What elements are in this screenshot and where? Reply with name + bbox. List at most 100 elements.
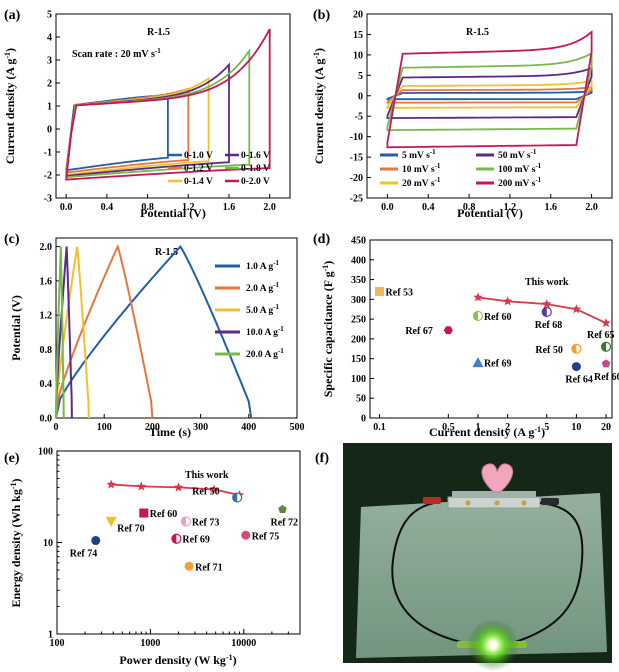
y-tick-label: -20 <box>350 173 363 184</box>
y-tick-label: 4 <box>47 33 52 44</box>
x-tick-label: 0.4 <box>422 202 435 213</box>
y-tick-label: 2.0 <box>40 242 53 253</box>
xlabel-d: Current density (A g-1) <box>429 425 545 439</box>
screw-3 <box>521 500 527 506</box>
legend-label-main: 100 mV s <box>498 165 536 175</box>
legend-label-sup: -1 <box>278 347 284 355</box>
y-tick-label: 150 <box>351 354 366 365</box>
x-tick-label: 1.6 <box>223 202 236 213</box>
subtitle-a-sup: -1 <box>155 47 161 55</box>
device-top-plate <box>452 491 536 498</box>
legend-label: 5.0 A g-1 <box>246 303 280 316</box>
legend-label-sup: -1 <box>273 259 279 267</box>
y-tick-label: 0.8 <box>40 345 53 356</box>
x-tick-label: 100 <box>97 422 112 433</box>
ref-point <box>601 359 611 368</box>
this-work-point <box>542 299 552 309</box>
this-work-label: This work <box>185 470 229 481</box>
legend-label-sup: -1 <box>435 162 441 170</box>
x-tick-label: 0.0 <box>60 202 73 213</box>
legend-label: 10.0 A g-1 <box>246 325 284 338</box>
chart-panel-a: (a) 0.0 0.4 0.8 1.2 1.6 2.0 -3 -2 -1 0 1 2 3 4 5 R-1.5… <box>3 8 291 220</box>
this-work-point <box>473 292 483 302</box>
x-tick-label: 0.0 <box>381 202 394 213</box>
xlabel-e-end: ) <box>233 653 237 667</box>
ref-point-half <box>232 493 238 503</box>
y-tick-label: 400 <box>351 255 366 266</box>
ylabel-b-text: Current density (A g <box>312 59 326 164</box>
y-tick-label: -1 <box>44 148 52 159</box>
plot-frame-b <box>366 13 613 199</box>
marks-d: This work Ref 53 Ref 67 Ref 60 Ref 69 Ref 68 R… <box>375 277 619 386</box>
xlabel-d-sup: -1 <box>534 425 541 434</box>
ref-point-half <box>473 311 478 321</box>
legend-label: 200 mV s-1 <box>498 176 542 189</box>
x-tick-label: 400 <box>241 422 256 433</box>
subtitle-a: Scan rate : 20 mV s-1 <box>72 47 161 60</box>
ylabel-e: Energy density (Wh kg-1) <box>9 478 23 607</box>
y-tick-label: 100 <box>351 374 366 385</box>
legend-label: 0-1.4 V <box>184 177 213 187</box>
ref-point-half <box>571 344 577 354</box>
plot-frame-d <box>369 239 613 419</box>
ref-label: Ref 69 <box>182 535 210 546</box>
y-tick-label: 5 <box>47 10 52 21</box>
y-tick-label: -10 <box>350 132 363 143</box>
panel-label-f: (f) <box>315 451 329 466</box>
y-tick-label: -25 <box>350 194 363 205</box>
ref-point-half <box>181 516 186 526</box>
panel-label-c: (c) <box>4 232 20 247</box>
ref-label: Ref 50 <box>192 487 220 498</box>
cv-curve-b <box>386 30 593 149</box>
y-tick-label: -2 <box>44 171 52 182</box>
legend-label: 0-1.8 V <box>241 164 270 174</box>
ref-label: Ref 50 <box>535 345 563 356</box>
x-tick-label: 10000 <box>231 638 256 649</box>
x-tick-label: 0 <box>54 422 59 433</box>
ref-point-half <box>542 307 547 317</box>
gcd-curve <box>55 246 73 419</box>
ref-point <box>105 516 117 527</box>
x-tick-label: 500 <box>290 422 305 433</box>
ref-label: Ref 60 <box>150 509 178 520</box>
x-tick-label: 0.4 <box>101 202 114 213</box>
x-tick-label: 1.6 <box>545 202 558 213</box>
y-tick-label: 0.0 <box>40 414 53 425</box>
pink-heart <box>481 463 514 493</box>
x-tick-label: 2 <box>505 422 510 433</box>
x-tick-label: 1000 <box>140 638 160 649</box>
y-tick-label: 50 <box>356 394 366 405</box>
y-tick-label: 10 <box>43 538 53 549</box>
y-tick-label: 250 <box>351 315 366 326</box>
legend-a: 0-1.0 V 0-1.2 V 0-1.4 V 0-1.6 V 0-1.8 V 0-2.0… <box>168 151 270 187</box>
cv-curve-a <box>65 28 271 181</box>
ref-label: Ref 71 <box>195 562 223 573</box>
x-tick-label: 1 <box>475 422 480 433</box>
ref-label: Ref 60 <box>484 312 512 323</box>
x-tick-label: 20 <box>601 422 611 433</box>
y-tick-label: 300 <box>351 295 366 306</box>
legend-label: 10 mV s-1 <box>402 162 441 175</box>
legend-label-main: 10.0 A g <box>246 328 278 338</box>
y-tick-label: 0.4 <box>40 379 53 390</box>
legend-label-sup: -1 <box>535 176 541 184</box>
ref-point <box>443 326 453 335</box>
panel-label-e: (e) <box>4 451 20 466</box>
legend-label: 2.0 A g-1 <box>246 281 280 294</box>
cv-curve-b <box>386 86 593 104</box>
this-work-point <box>502 296 513 306</box>
ylabel-b: Current density (A g-1) <box>312 48 326 164</box>
cv-curve-b <box>386 66 593 119</box>
this-work-point <box>571 304 582 314</box>
ylabel-a-end: ) <box>3 48 17 52</box>
ref-label: Ref 67 <box>405 326 433 337</box>
cv-curve-b <box>386 51 593 131</box>
xlabel-b: Potential (V) <box>457 206 523 220</box>
ylabel-a: Current density (A g-1) <box>3 48 17 164</box>
cv-curve-a <box>65 94 169 172</box>
y-tick-label: 1 <box>48 630 53 641</box>
ylabel-d-sup: -1 <box>321 265 330 272</box>
ylabel-e-end: ) <box>9 478 23 482</box>
legend-label: 5 mV s-1 <box>402 148 436 161</box>
ylabel-e-text: Energy density (Wh kg <box>9 489 23 607</box>
